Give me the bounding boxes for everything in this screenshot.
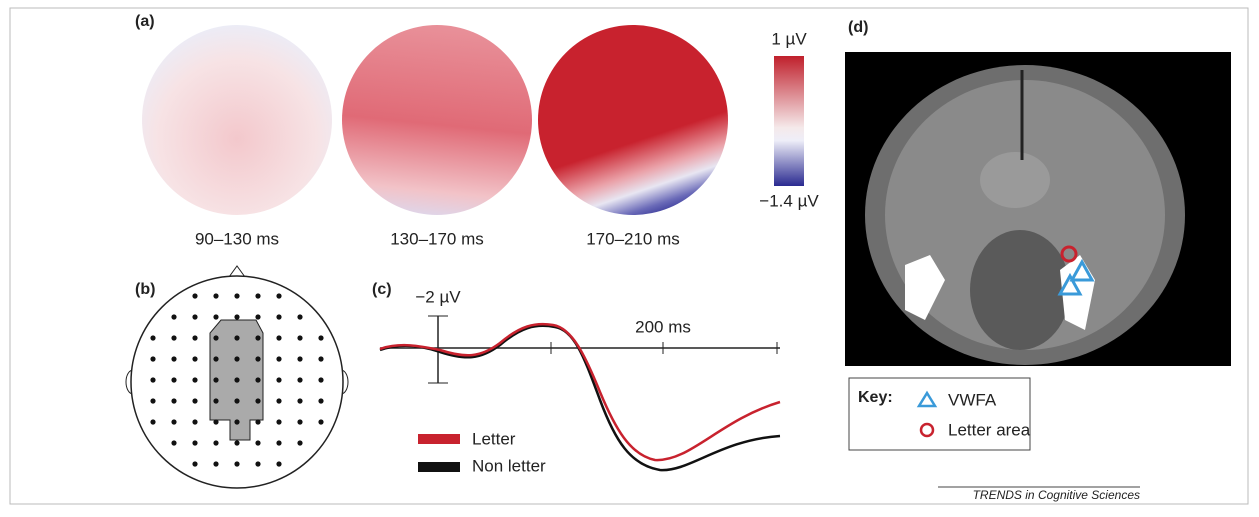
electrode: [276, 419, 281, 424]
electrode: [234, 356, 239, 361]
legend-label: Letter: [472, 429, 516, 448]
colorbar-max: 1 µV: [771, 29, 807, 48]
time-scale: 200 ms: [635, 317, 691, 336]
electrode: [171, 314, 176, 319]
electrode: [276, 398, 281, 403]
electrode: [192, 314, 197, 319]
electrode: [276, 293, 281, 298]
electrode: [255, 356, 260, 361]
electrode: [213, 335, 218, 340]
electrode: [192, 419, 197, 424]
electrode: [150, 377, 155, 382]
electrode: [297, 419, 302, 424]
panel-label: (a): [135, 13, 155, 30]
amplitude-scale: −2 µV: [415, 287, 461, 306]
electrode: [192, 356, 197, 361]
electrode: [318, 335, 323, 340]
electrode: [192, 461, 197, 466]
map-label: 90–130 ms: [195, 229, 279, 248]
midbrain: [980, 152, 1050, 208]
legend-swatch: [418, 462, 460, 472]
electrode: [297, 356, 302, 361]
electrode: [255, 461, 260, 466]
electrode: [255, 377, 260, 382]
electrode: [276, 461, 281, 466]
electrode: [297, 314, 302, 319]
electrode: [192, 377, 197, 382]
electrode: [171, 440, 176, 445]
electrode: [192, 293, 197, 298]
colorbar-min: −1.4 µV: [759, 191, 819, 210]
electrode: [171, 398, 176, 403]
electrode: [255, 398, 260, 403]
electrode: [171, 377, 176, 382]
topo-map: [538, 25, 728, 215]
key-title: Key:: [858, 389, 893, 406]
electrode: [150, 398, 155, 403]
key-label: VWFA: [948, 390, 997, 409]
electrode: [318, 356, 323, 361]
electrode: [234, 335, 239, 340]
footer: TRENDS in Cognitive Sciences: [973, 488, 1140, 502]
electrode: [234, 461, 239, 466]
electrode: [213, 461, 218, 466]
electrode: [213, 293, 218, 298]
electrode: [297, 377, 302, 382]
map-label: 130–170 ms: [390, 229, 484, 248]
cerebellum: [970, 230, 1070, 350]
panel-label: (b): [135, 281, 155, 298]
electrode: [171, 419, 176, 424]
electrode: [171, 356, 176, 361]
electrode: [276, 335, 281, 340]
electrode: [255, 293, 260, 298]
electrode: [192, 335, 197, 340]
electrode: [234, 419, 239, 424]
electrode: [213, 440, 218, 445]
electrode: [234, 398, 239, 403]
legend-swatch: [418, 434, 460, 444]
electrode: [234, 314, 239, 319]
electrode: [150, 356, 155, 361]
electrode: [255, 335, 260, 340]
map-label: 170–210 ms: [586, 229, 680, 248]
panel-label: (c): [372, 281, 392, 298]
figure: (a) 90–130 ms 130–170 ms 170–210 ms 1 µV…: [0, 0, 1259, 512]
electrode: [213, 419, 218, 424]
electrode: [297, 335, 302, 340]
electrode: [192, 440, 197, 445]
electrode: [318, 419, 323, 424]
topo-map: [142, 25, 332, 215]
electrode: [234, 293, 239, 298]
electrode: [297, 440, 302, 445]
panel-label: (d): [848, 19, 868, 36]
electrode: [192, 398, 197, 403]
electrode: [255, 314, 260, 319]
electrode: [234, 440, 239, 445]
electrode: [213, 314, 218, 319]
electrode: [150, 335, 155, 340]
topo-map: [342, 25, 532, 215]
electrode: [318, 377, 323, 382]
electrode: [276, 440, 281, 445]
electrode: [255, 419, 260, 424]
key-label: Letter area: [948, 420, 1031, 439]
electrode: [276, 377, 281, 382]
electrode: [213, 398, 218, 403]
electrode: [213, 377, 218, 382]
electrode: [213, 356, 218, 361]
electrode: [276, 356, 281, 361]
electrode: [276, 314, 281, 319]
electrode: [318, 398, 323, 403]
colorbar: [774, 56, 804, 186]
electrode: [234, 377, 239, 382]
electrode: [297, 398, 302, 403]
electrode: [255, 440, 260, 445]
electrode: [150, 419, 155, 424]
legend-label: Non letter: [472, 456, 546, 475]
electrode: [171, 335, 176, 340]
